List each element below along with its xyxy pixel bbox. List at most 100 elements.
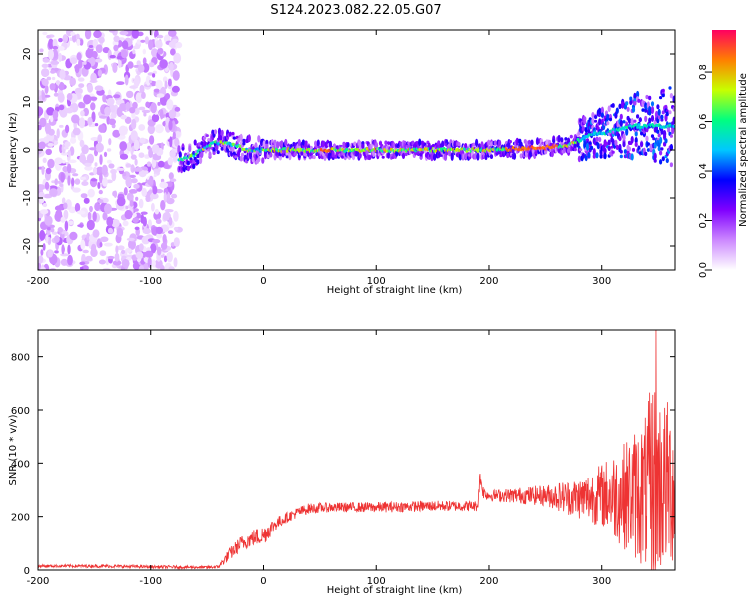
spectrogram-cell <box>92 211 97 222</box>
snr-frame <box>37 329 676 571</box>
spectrogram-cell <box>108 163 115 169</box>
spectrogram-cell <box>77 224 84 228</box>
spectrogram-cell <box>68 159 77 164</box>
spectrogram-cell <box>136 60 141 66</box>
spectrogram-cell <box>101 197 109 204</box>
spectrogram-cell <box>595 152 599 159</box>
spectrogram-cell <box>129 107 136 114</box>
spectrogram-cell <box>52 45 59 50</box>
spectrogram-cell <box>619 149 623 154</box>
spectrogram-cell <box>141 109 151 114</box>
spectrogram-cell <box>144 250 154 258</box>
spectrogram-cell <box>47 49 55 60</box>
spectrogram-cell <box>583 120 587 125</box>
spectrogram-cell <box>40 209 49 215</box>
spectrogram-cell <box>652 137 656 141</box>
spectrogram-cell <box>141 235 150 245</box>
spectrogram-cell <box>154 208 159 215</box>
spectrogram-cell <box>261 157 265 164</box>
spectrogram-cell <box>86 219 95 231</box>
spectrogram-cell <box>98 259 106 265</box>
spectrogram-cell <box>93 166 97 176</box>
spectrogram-cell <box>91 243 97 253</box>
spectrogram-cell <box>95 44 103 53</box>
spectrogram-cell <box>59 124 64 128</box>
spectrogram-cell <box>113 44 119 52</box>
spectrogram-cell <box>76 210 86 215</box>
spectrogram-cell <box>173 52 182 64</box>
spectrogram-cell <box>56 128 60 139</box>
spectrogram-cell <box>257 156 261 163</box>
spectrogram-cell <box>131 112 136 119</box>
spectrogram-cell <box>58 52 63 62</box>
spectrogram-cell <box>665 111 669 117</box>
spectrogram-cell <box>240 152 245 157</box>
spectrogram-cell <box>38 184 46 191</box>
spectrogram-cell <box>140 211 148 215</box>
spec-xtick-label: 200 <box>479 276 498 287</box>
spectrogram-cell <box>72 173 79 177</box>
spectrogram-cell <box>47 158 55 169</box>
spectrogram-cell <box>132 101 138 109</box>
spectrogram-cell <box>189 159 193 164</box>
spectrogram-cell <box>38 106 44 117</box>
spectrogram-cell <box>59 144 63 154</box>
spectrogram-cell <box>44 84 49 94</box>
spectrogram-cell <box>625 128 629 136</box>
spectrogram-cell <box>58 46 65 51</box>
spectrogram-cell <box>104 242 113 247</box>
spectrogram-cell <box>401 152 406 159</box>
spectrogram-cell <box>626 106 630 112</box>
spectrogram-cell <box>208 151 212 159</box>
spectrogram-cell <box>331 150 335 158</box>
spectrogram-cell <box>464 143 468 149</box>
spectrogram-cell <box>672 95 675 103</box>
spectrogram-cell <box>168 172 174 180</box>
spectrogram-cell <box>81 144 89 155</box>
colorbar-tick-label: 0.4 <box>698 163 709 179</box>
spectrogram-cell <box>149 30 154 36</box>
snr-xtick-label: 300 <box>592 576 611 587</box>
spectrogram-cell <box>159 59 168 69</box>
spectrogram-cell <box>52 38 58 49</box>
spectrogram-cell <box>285 155 289 159</box>
snr-panel: -200 -100 0 100 200 300 Height of straight lin… <box>8 329 676 596</box>
spectrogram-cell <box>74 64 80 74</box>
spectrogram-cell <box>167 157 173 166</box>
spectrogram-cell <box>150 102 157 114</box>
spectrogram-cell <box>156 233 163 239</box>
spectrogram-cell <box>147 219 152 229</box>
spectrogram-cell <box>122 172 127 177</box>
spectrogram-cell <box>157 101 161 106</box>
spectrogram-cell <box>143 262 149 270</box>
spectrogram-cell <box>153 168 161 173</box>
snr-ytick-label: 600 <box>11 406 30 417</box>
spectrogram-cell <box>535 137 540 146</box>
spectrogram-cell <box>133 139 140 151</box>
spectrogram-cell <box>168 40 177 49</box>
spectrogram-cell <box>634 123 638 127</box>
spectrogram-cell <box>622 133 626 141</box>
spectrogram-cell <box>300 151 304 155</box>
spectrogram-cell <box>65 107 74 114</box>
spectrogram-cell <box>118 125 128 136</box>
spectrogram-cell <box>659 136 663 144</box>
spectrogram-cell <box>49 188 58 197</box>
spectrogram-cell <box>108 30 116 33</box>
spectrogram-cell <box>87 188 95 198</box>
spectrogram-cell <box>660 114 664 120</box>
colorbar-tick-label: 0.6 <box>698 114 709 130</box>
spectrogram-cell <box>135 92 142 104</box>
spectrogram-cell <box>610 145 614 149</box>
colorbar-tick-label: 0.8 <box>698 64 709 80</box>
spectrogram-cell <box>476 152 480 161</box>
spectrogram-cell <box>493 140 498 146</box>
snr-ylabel: SNR (10 * v/v) <box>8 414 19 485</box>
spectrogram-cell <box>60 152 69 156</box>
spectrogram-cell <box>119 30 129 36</box>
spectrogram-cell <box>123 187 128 196</box>
spectrogram-cell <box>72 33 77 43</box>
spectrogram-cell <box>645 94 649 100</box>
spectrogram-cell <box>38 191 45 199</box>
spec-xtick-label: -100 <box>139 276 162 287</box>
